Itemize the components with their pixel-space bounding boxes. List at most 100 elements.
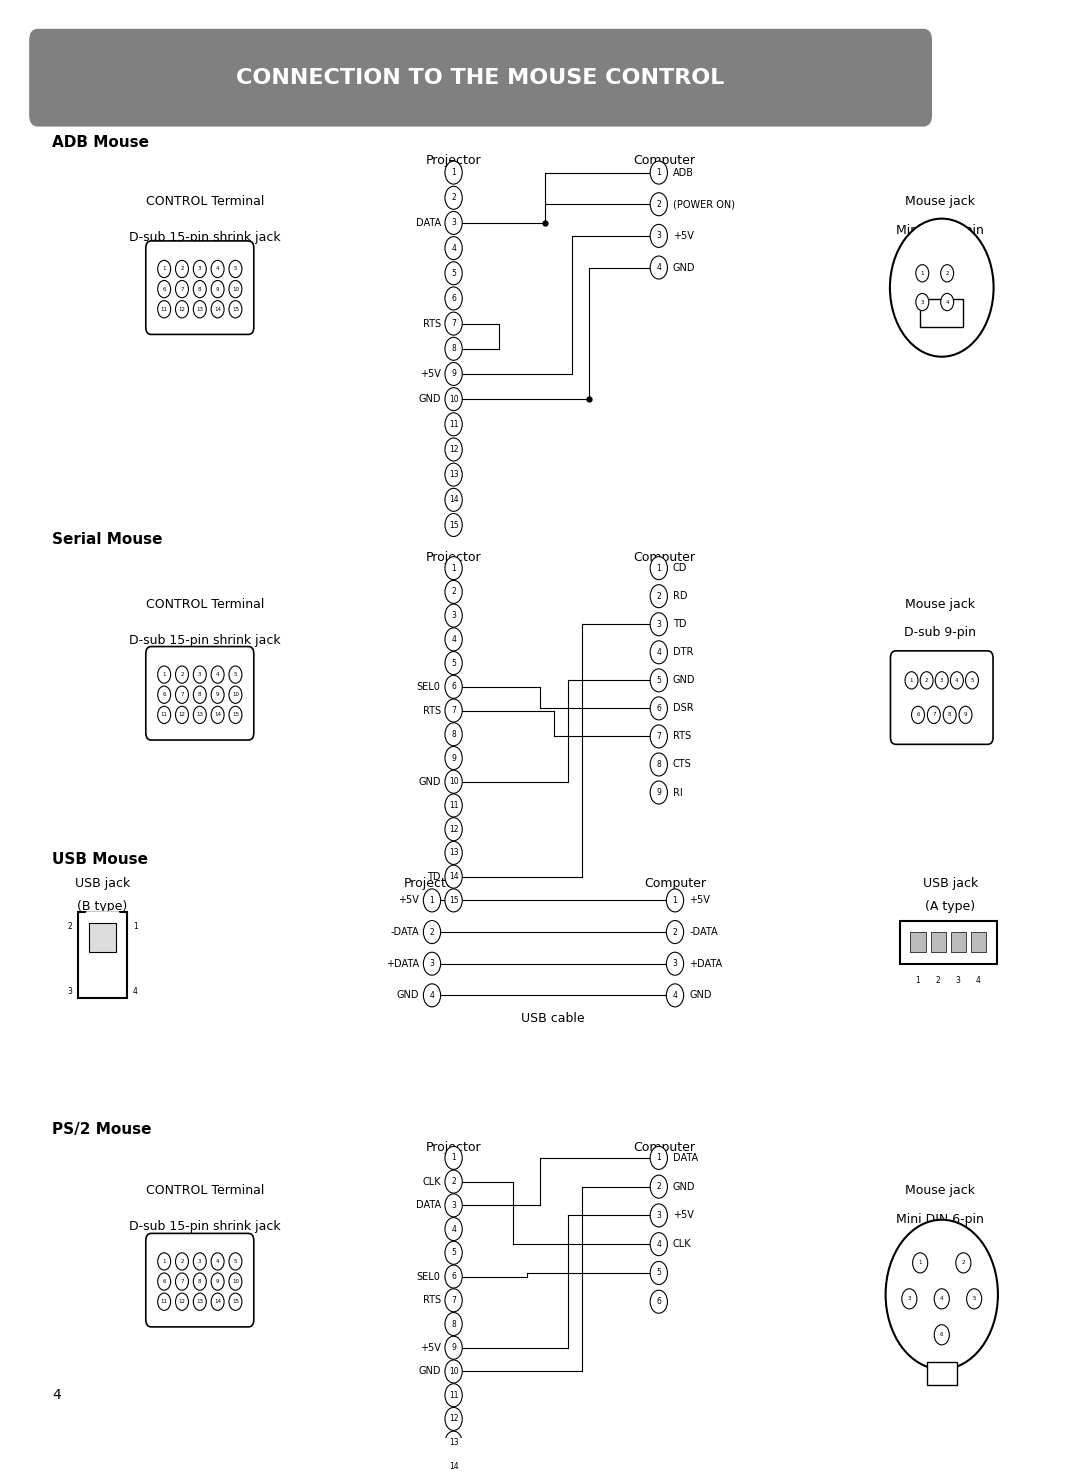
Text: CONNECTION TO THE MOUSE CONTROL: CONNECTION TO THE MOUSE CONTROL [237, 68, 725, 88]
FancyBboxPatch shape [971, 932, 986, 953]
Text: +5V: +5V [420, 370, 441, 378]
Text: 3: 3 [657, 1211, 661, 1220]
FancyBboxPatch shape [920, 300, 963, 326]
Text: D-sub 9-pin: D-sub 9-pin [904, 626, 975, 640]
Text: 8: 8 [198, 286, 202, 292]
Text: 1: 1 [451, 1153, 456, 1162]
Circle shape [193, 260, 206, 278]
Text: 9: 9 [963, 712, 968, 717]
Circle shape [229, 260, 242, 278]
Circle shape [229, 1252, 242, 1270]
Circle shape [650, 669, 667, 692]
Text: D-sub 15-pin shrink jack: D-sub 15-pin shrink jack [130, 634, 281, 647]
Text: 8: 8 [657, 760, 661, 769]
Circle shape [212, 260, 225, 278]
Circle shape [212, 280, 225, 298]
Circle shape [445, 1359, 462, 1383]
Text: 9: 9 [451, 754, 456, 763]
Text: 14: 14 [449, 873, 458, 881]
Circle shape [445, 1383, 462, 1407]
Text: 3: 3 [198, 1258, 202, 1264]
Text: 12: 12 [449, 1414, 458, 1423]
Circle shape [212, 1293, 225, 1310]
Circle shape [912, 706, 924, 724]
Text: 4: 4 [673, 991, 677, 1000]
Text: 7: 7 [180, 692, 184, 697]
Circle shape [935, 672, 948, 689]
Circle shape [445, 438, 462, 462]
Circle shape [445, 312, 462, 335]
Text: 1: 1 [430, 896, 434, 905]
Text: GND: GND [418, 1367, 441, 1377]
Text: 9: 9 [451, 370, 456, 378]
Text: 3: 3 [673, 959, 677, 968]
Circle shape [445, 1478, 462, 1484]
Text: +5V: +5V [420, 1343, 441, 1353]
Text: 4: 4 [216, 267, 219, 272]
Text: 8: 8 [948, 712, 951, 717]
Text: 4: 4 [133, 987, 138, 996]
Text: 7: 7 [451, 1296, 456, 1304]
Circle shape [175, 1293, 188, 1310]
Text: CTS: CTS [673, 760, 691, 770]
Text: USB Mouse: USB Mouse [52, 852, 148, 867]
Text: 13: 13 [197, 307, 203, 312]
Text: Mouse jack: Mouse jack [905, 598, 974, 610]
Text: 3: 3 [430, 959, 434, 968]
Text: 6: 6 [162, 1279, 166, 1284]
Circle shape [967, 1288, 982, 1309]
Circle shape [158, 1293, 171, 1310]
Text: CD: CD [673, 562, 687, 573]
Text: PS/2 Mouse: PS/2 Mouse [52, 1122, 151, 1137]
Text: 3: 3 [198, 672, 202, 677]
Text: 9: 9 [216, 692, 219, 697]
Text: 4: 4 [976, 976, 981, 985]
Text: 4: 4 [955, 678, 959, 683]
Text: 6: 6 [940, 1333, 944, 1337]
Text: 11: 11 [449, 420, 458, 429]
Text: 5: 5 [972, 1297, 976, 1301]
Text: 6: 6 [657, 703, 661, 712]
Text: 10: 10 [449, 395, 458, 404]
Circle shape [445, 286, 462, 310]
Text: 10: 10 [449, 1367, 458, 1376]
Circle shape [905, 672, 918, 689]
Text: CLK: CLK [673, 1239, 691, 1250]
Text: 3: 3 [920, 300, 924, 304]
Text: 8: 8 [198, 1279, 202, 1284]
Circle shape [229, 280, 242, 298]
Text: 8: 8 [198, 692, 202, 697]
Circle shape [193, 706, 206, 724]
Text: 9: 9 [216, 1279, 219, 1284]
Text: 10: 10 [232, 286, 239, 292]
Circle shape [886, 1220, 998, 1370]
Circle shape [445, 675, 462, 699]
Circle shape [445, 604, 462, 628]
Text: 15: 15 [232, 1298, 239, 1304]
Text: 12: 12 [178, 712, 186, 717]
Circle shape [445, 463, 462, 487]
Text: 3: 3 [956, 976, 961, 985]
Text: 13: 13 [449, 849, 458, 858]
FancyBboxPatch shape [931, 932, 946, 953]
Text: 5: 5 [233, 672, 238, 677]
Text: 12: 12 [449, 445, 458, 454]
Circle shape [193, 1273, 206, 1290]
Circle shape [445, 746, 462, 770]
Text: 14: 14 [449, 496, 458, 505]
Circle shape [445, 1241, 462, 1264]
Text: 14: 14 [214, 307, 221, 312]
Circle shape [175, 1273, 188, 1290]
Text: 7: 7 [932, 712, 935, 717]
Text: 1: 1 [916, 976, 920, 985]
Text: +DATA: +DATA [386, 959, 419, 969]
Text: Computer: Computer [644, 877, 706, 890]
Text: 8: 8 [451, 344, 456, 353]
Text: SEL0: SEL0 [417, 681, 441, 692]
Text: 5: 5 [233, 267, 238, 272]
Circle shape [445, 162, 462, 184]
Text: 2: 2 [451, 588, 456, 597]
Text: (POWER ON): (POWER ON) [673, 199, 734, 209]
Text: CONTROL Terminal: CONTROL Terminal [146, 1184, 265, 1198]
FancyBboxPatch shape [29, 28, 932, 126]
